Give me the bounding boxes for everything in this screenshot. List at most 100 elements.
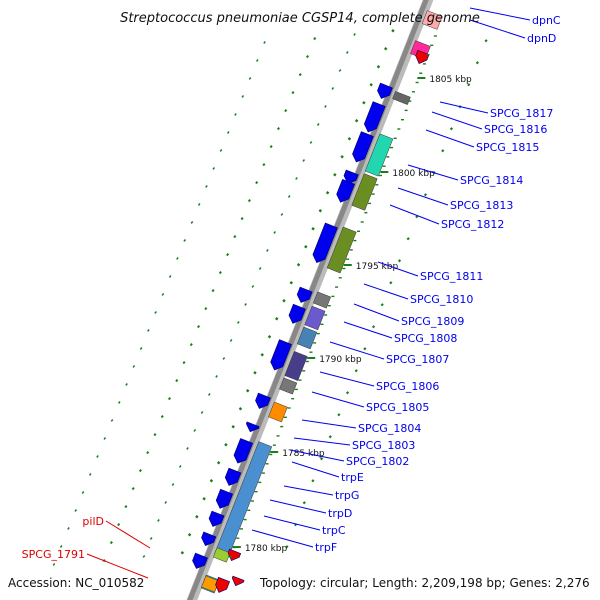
skew-dot: [207, 393, 211, 396]
gene-label[interactable]: trpG: [335, 489, 359, 502]
label-leader: [293, 437, 351, 446]
skew-dot: [160, 415, 164, 419]
label-leader: [289, 449, 345, 462]
forward-gene-arrow: [296, 286, 313, 303]
skew-dot: [205, 185, 208, 188]
label-leader: [343, 321, 393, 339]
skew-dot: [251, 285, 255, 288]
skew-dot: [260, 353, 264, 357]
gene-label[interactable]: trpE: [341, 471, 364, 484]
skew-dot: [233, 235, 237, 239]
gene-label[interactable]: trpF: [315, 541, 337, 554]
kbp-marker: 1795 kbp: [356, 262, 399, 272]
skew-dot: [296, 263, 301, 267]
gene-label[interactable]: SPCG_1816: [484, 123, 547, 136]
skew-dot: [258, 267, 262, 270]
skew-dot: [333, 173, 337, 177]
gene-label[interactable]: SPCG_1806: [376, 380, 439, 393]
cds-block-orange: [268, 401, 288, 423]
forward-gene-arrow: [208, 510, 225, 527]
cds-block-pink: [421, 10, 443, 30]
skew-dot: [316, 123, 320, 126]
forward-gene-arrow: [377, 82, 393, 99]
skew-dot: [484, 39, 488, 43]
forward-gene-arrow: [192, 552, 208, 569]
skew-dot: [415, 215, 419, 219]
label-leader: [291, 461, 340, 478]
label-leader: [269, 499, 327, 514]
skew-dot: [142, 555, 146, 558]
skew-dot: [175, 379, 179, 383]
kbp-marker: 1805 kbp: [429, 75, 472, 85]
skew-dot: [298, 73, 302, 77]
reverse-gene-arrow: [227, 548, 242, 562]
gene-label[interactable]: SPCG_1808: [394, 332, 457, 345]
skew-dot: [153, 433, 157, 437]
skew-dot: [291, 91, 295, 95]
gene-label[interactable]: SPCG_1804: [358, 422, 421, 435]
skew-dot: [167, 397, 172, 401]
skew-dot: [240, 217, 244, 221]
skew-dot: [247, 199, 251, 203]
skew-dot: [117, 523, 121, 527]
label-leader: [407, 164, 459, 181]
gene-label[interactable]: SPCG_1814: [460, 174, 523, 187]
gene-label[interactable]: SPCG_1803: [352, 439, 415, 452]
label-leader: [86, 553, 149, 579]
gene-label[interactable]: pilD: [82, 515, 104, 528]
kbp-marker: 1800 kbp: [392, 169, 435, 179]
gene-label[interactable]: SPCG_1817: [490, 107, 553, 120]
gene-label[interactable]: trpC: [322, 524, 346, 537]
skew-dot: [383, 47, 388, 51]
gene-label[interactable]: SPCG_1802: [346, 455, 409, 468]
skew-dot: [149, 537, 153, 540]
gene-label[interactable]: SPCG_1807: [386, 353, 449, 366]
label-leader: [377, 261, 419, 277]
gene-label[interactable]: SPCG_1813: [450, 199, 513, 212]
skew-dot: [337, 413, 341, 417]
gene-label[interactable]: trpD: [328, 507, 352, 520]
reverse-gene-arrow: [231, 575, 245, 587]
gene-label[interactable]: SPCG_1791: [22, 548, 85, 561]
gene-label[interactable]: SPCG_1812: [441, 218, 504, 231]
skew-dot: [211, 289, 215, 293]
skew-dot: [109, 541, 113, 545]
gene-label[interactable]: SPCG_1815: [476, 141, 539, 154]
skew-dot: [287, 195, 291, 198]
label-leader: [469, 19, 526, 39]
skew-dot: [183, 239, 186, 242]
skew-dot: [475, 61, 480, 65]
label-leader: [105, 520, 151, 549]
gene-label[interactable]: SPCG_1811: [420, 270, 483, 283]
forward-gene-arrow: [363, 101, 386, 133]
skew-dot: [363, 347, 367, 351]
skew-dot: [186, 447, 189, 450]
label-leader: [439, 101, 489, 114]
skew-dot: [96, 455, 99, 458]
skew-dot: [189, 343, 193, 347]
skew-dot: [423, 193, 428, 197]
skew-dot: [125, 383, 128, 386]
gene-label[interactable]: dpnC: [532, 14, 561, 27]
skew-dot: [197, 325, 201, 329]
skew-dot: [467, 83, 471, 87]
gene-label[interactable]: SPCG_1805: [366, 401, 429, 414]
gene-label[interactable]: SPCG_1810: [410, 293, 473, 306]
skew-dot: [138, 469, 142, 473]
gene-label[interactable]: dpnD: [527, 32, 556, 45]
skew-dot: [241, 95, 245, 98]
skew-dot: [180, 551, 185, 555]
kbp-marker: 1790 kbp: [319, 355, 362, 365]
skew-dot: [164, 501, 168, 504]
gene-label[interactable]: SPCG_1809: [401, 315, 464, 328]
skew-dot: [313, 37, 317, 41]
skew-dot: [218, 271, 222, 275]
skew-dot: [275, 317, 279, 321]
label-leader: [263, 515, 321, 531]
skew-dot: [302, 159, 306, 162]
skew-dot: [328, 435, 332, 439]
skew-dot: [354, 119, 359, 123]
cds-block-grey: [312, 291, 332, 309]
skew-dot: [204, 307, 208, 311]
